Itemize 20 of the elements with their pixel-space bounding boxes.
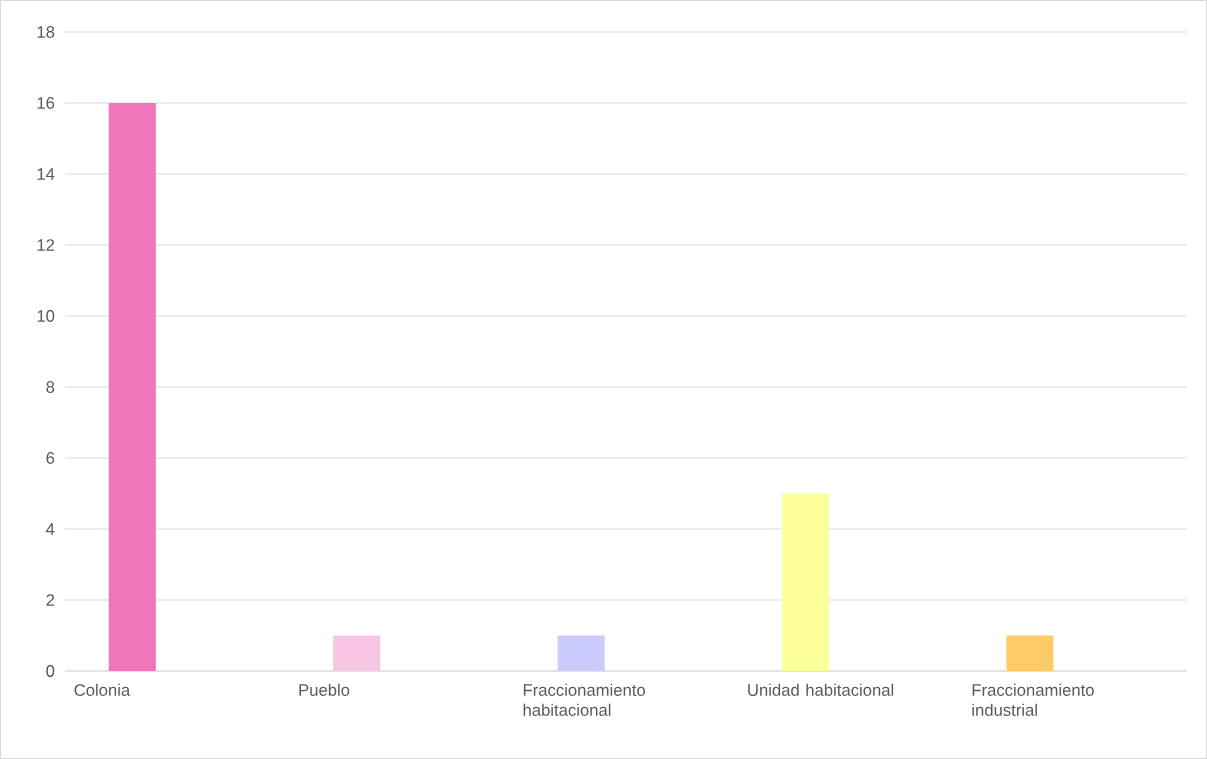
bar	[781, 493, 830, 672]
y-tick-label: 12	[37, 239, 55, 251]
y-tick-label: 6	[46, 452, 55, 464]
y-tick-label: 0	[46, 665, 55, 677]
x-tick-label: Unidad habitacional	[748, 683, 894, 696]
x-tick-label: Colonia	[74, 683, 131, 696]
x-tick-label: Fraccionamiento habitacional	[523, 683, 646, 716]
y-tick-label: 14	[37, 168, 55, 180]
bar	[557, 635, 605, 672]
x-tick-label: Pueblo	[299, 683, 350, 696]
y-tick-label: 18	[37, 26, 55, 38]
y-tick-label: 16	[37, 97, 55, 109]
bar	[333, 635, 381, 672]
bar	[1006, 635, 1054, 672]
y-tick-label: 4	[46, 523, 55, 535]
y-tick-label: 10	[37, 310, 55, 322]
y-tick-label: 2	[46, 594, 55, 606]
x-tick-label: Fraccionamiento industrial	[972, 683, 1094, 716]
y-tick-label: 8	[46, 381, 55, 393]
bar	[108, 102, 156, 672]
